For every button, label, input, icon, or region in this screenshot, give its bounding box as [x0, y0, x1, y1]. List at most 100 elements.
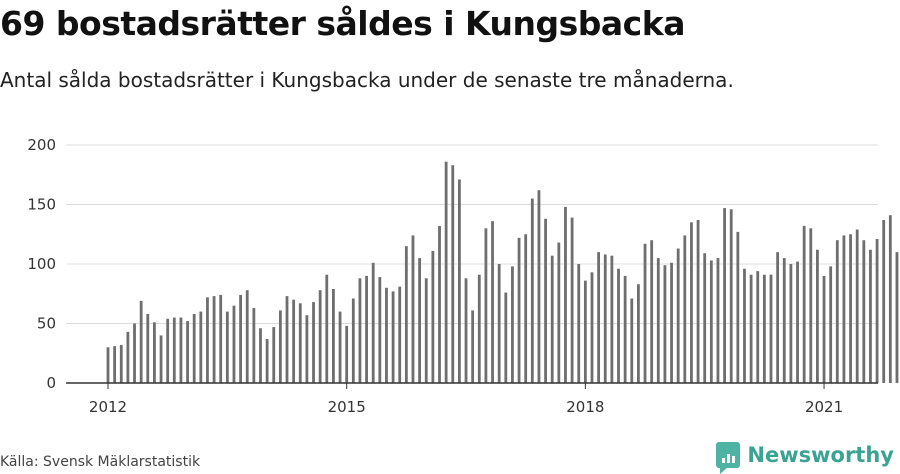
bar: [756, 271, 760, 383]
bar: [769, 274, 773, 383]
bar: [225, 311, 229, 383]
bar: [530, 198, 534, 383]
bar: [749, 274, 753, 383]
bar: [451, 165, 455, 383]
bar: [882, 219, 886, 383]
x-tick-label: 2012: [89, 398, 127, 416]
chart-title: 69 bostadsrätter såldes i Kungsbacka: [0, 4, 685, 43]
bar: [610, 255, 614, 383]
bar: [272, 327, 276, 383]
bar: [895, 252, 899, 383]
bar: [656, 258, 660, 383]
bar: [305, 315, 309, 383]
bar: [477, 274, 481, 383]
bar: [186, 321, 189, 383]
x-axis: [66, 382, 878, 389]
bar: [338, 311, 342, 383]
bar: [265, 338, 269, 383]
bar: [404, 246, 408, 383]
bar: [809, 228, 813, 383]
bar: [385, 287, 388, 383]
bar: [358, 278, 362, 383]
bar: [457, 179, 461, 383]
bar: [703, 253, 707, 383]
bar: [590, 272, 594, 383]
bar: [716, 258, 720, 383]
bar: [378, 277, 382, 383]
bar: [544, 218, 547, 383]
newsworthy-logo: Newsworthy: [716, 442, 894, 474]
bar: [603, 254, 607, 383]
chart-subtitle: Antal sålda bostadsrätter i Kungsbacka u…: [0, 68, 734, 92]
bar: [855, 229, 859, 383]
bar: [278, 310, 282, 383]
bar: [643, 243, 647, 383]
bar: [411, 235, 415, 383]
bar: [743, 268, 746, 383]
bar: [683, 235, 687, 383]
bar: [166, 318, 170, 383]
y-tick-label: 50: [37, 315, 56, 333]
bar: [690, 222, 693, 383]
bar: [491, 221, 494, 383]
bar: [298, 303, 302, 383]
bar: [438, 225, 441, 383]
bar: [418, 258, 422, 383]
bar: [497, 264, 501, 383]
bar: [391, 291, 395, 383]
bar: [318, 290, 322, 383]
x-tick-label: 2015: [328, 398, 366, 416]
bar: [776, 252, 780, 383]
bar: [212, 296, 216, 383]
y-tick-label: 0: [46, 374, 56, 392]
bar: [292, 299, 296, 383]
bar: [464, 278, 468, 383]
bar: [524, 234, 528, 383]
bar: [802, 225, 806, 383]
y-tick-label: 100: [27, 255, 56, 273]
bar: [398, 286, 402, 383]
bar: [172, 317, 176, 383]
bar: [371, 262, 375, 383]
bar: [577, 264, 581, 383]
bars: [106, 161, 899, 383]
bar: [597, 252, 601, 383]
bar: [517, 237, 521, 383]
bar: [637, 284, 640, 383]
bar: [444, 161, 448, 383]
bar: [126, 331, 130, 383]
bar: [663, 265, 667, 383]
bar: [630, 298, 634, 383]
bar: [829, 266, 833, 383]
bar: [365, 275, 368, 383]
bar: [146, 313, 150, 383]
bar: [729, 209, 733, 383]
newsworthy-logo-icon: [716, 442, 741, 474]
bar: [332, 288, 335, 383]
y-tick-label: 200: [27, 136, 56, 154]
bar: [583, 280, 587, 383]
bar: [888, 215, 892, 383]
bar-chart: 0501001502002012201520182021202369: [27, 136, 899, 416]
bar: [650, 240, 654, 383]
bar: [862, 240, 866, 383]
bar: [875, 239, 879, 383]
bar: [325, 274, 329, 383]
bar: [179, 317, 183, 383]
bar: [133, 323, 136, 383]
bar: [816, 249, 819, 383]
bar: [159, 335, 163, 383]
bar: [696, 219, 700, 383]
bar: [623, 275, 627, 383]
bar: [431, 250, 435, 383]
bar: [835, 240, 839, 383]
bar: [842, 235, 846, 383]
bar: [564, 206, 567, 383]
bar: [511, 266, 514, 383]
bar: [153, 322, 156, 383]
bar: [557, 242, 561, 383]
x-tick-label: 2018: [566, 398, 604, 416]
bar: [471, 310, 475, 383]
bar: [345, 325, 349, 383]
y-tick-label: 150: [27, 196, 56, 214]
